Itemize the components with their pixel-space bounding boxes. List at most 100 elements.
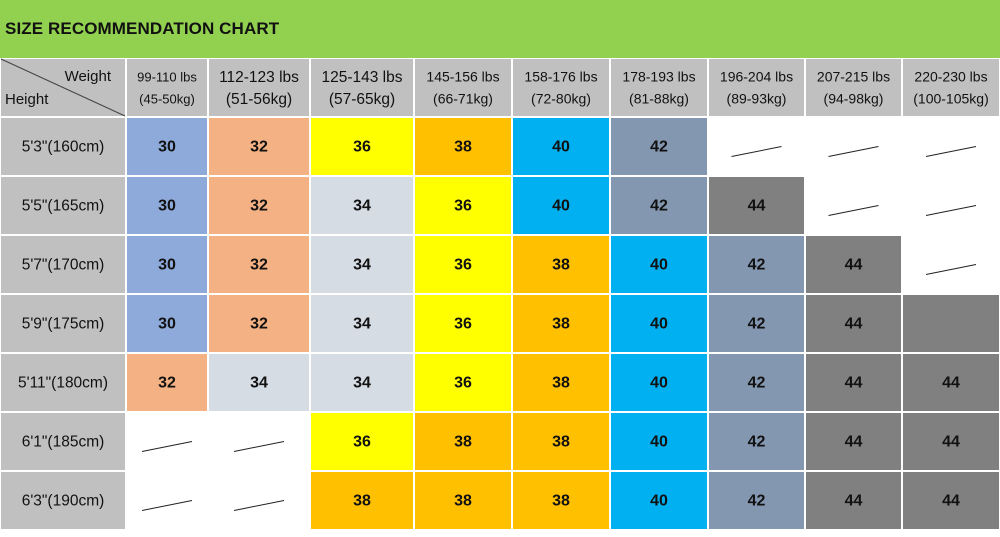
size-cell	[806, 472, 901, 529]
size-cell	[903, 354, 999, 411]
size-value: 40	[650, 316, 668, 333]
size-value: 44	[942, 434, 960, 451]
size-cell	[903, 472, 999, 529]
column-header	[806, 59, 901, 116]
empty-cell	[903, 236, 999, 293]
column-header-kg: (89-93kg)	[727, 91, 787, 107]
column-header	[709, 59, 804, 116]
size-cell	[806, 295, 901, 352]
size-cell	[709, 413, 804, 470]
size-cell	[903, 295, 999, 352]
size-value: 44	[845, 375, 863, 392]
row-header-label: 5'3"(160cm)	[22, 139, 105, 156]
size-value: 42	[650, 198, 668, 215]
column-header-kg: (72-80kg)	[531, 91, 591, 107]
size-value: 40	[650, 375, 668, 392]
column-header-lbs: 125-143 lbs	[321, 69, 402, 86]
empty-cell	[127, 472, 207, 529]
size-value: 38	[454, 493, 472, 510]
size-cell	[513, 177, 609, 234]
size-value: 36	[454, 198, 472, 215]
size-cell	[127, 236, 207, 293]
column-header-lbs: 99-110 lbs	[137, 69, 197, 84]
column-header	[611, 59, 707, 116]
size-value: 38	[552, 316, 570, 333]
size-cell	[513, 118, 609, 175]
size-cell	[311, 413, 413, 470]
size-value: 40	[650, 257, 668, 274]
size-cell	[311, 177, 413, 234]
column-header-kg: (45-50kg)	[139, 91, 195, 106]
size-value: 38	[552, 434, 570, 451]
column-header-kg: (81-88kg)	[629, 91, 689, 107]
size-cell	[127, 354, 207, 411]
row-header-label: 6'1"(185cm)	[22, 434, 105, 451]
column-header	[903, 59, 999, 116]
size-value: 44	[845, 316, 863, 333]
size-value: 34	[353, 257, 371, 274]
row-header	[1, 413, 125, 470]
column-header	[311, 59, 413, 116]
size-value: 42	[748, 434, 766, 451]
size-cell	[709, 354, 804, 411]
size-value: 40	[650, 434, 668, 451]
row-header	[1, 354, 125, 411]
size-value: 30	[158, 198, 176, 215]
size-cell	[903, 413, 999, 470]
empty-cell	[209, 472, 309, 529]
column-header-kg: (94-98kg)	[824, 91, 884, 107]
size-value: 44	[748, 198, 766, 215]
size-cell	[209, 236, 309, 293]
row-header-label: 6'3"(190cm)	[22, 493, 105, 510]
column-header-lbs: 158-176 lbs	[524, 69, 597, 85]
size-value: 42	[650, 139, 668, 156]
row-header	[1, 295, 125, 352]
size-value: 36	[454, 257, 472, 274]
size-cell	[611, 236, 707, 293]
size-cell	[611, 177, 707, 234]
size-value: 34	[353, 316, 371, 333]
size-cell	[415, 413, 511, 470]
size-cell	[127, 295, 207, 352]
size-value: 40	[552, 139, 570, 156]
row-header-label: 5'11"(180cm)	[18, 375, 108, 392]
size-value: 44	[845, 257, 863, 274]
size-cell	[311, 118, 413, 175]
size-value: 34	[353, 198, 371, 215]
size-cell	[311, 236, 413, 293]
size-cell	[611, 295, 707, 352]
size-cell	[513, 295, 609, 352]
empty-cell	[209, 413, 309, 470]
column-header-lbs: 207-215 lbs	[817, 69, 890, 85]
column-header-lbs: 220-230 lbs	[914, 69, 987, 85]
size-cell	[513, 413, 609, 470]
size-cell	[709, 236, 804, 293]
size-cell	[709, 472, 804, 529]
empty-cell	[709, 118, 804, 175]
empty-cell	[903, 118, 999, 175]
column-header	[209, 59, 309, 116]
size-value: 38	[552, 493, 570, 510]
size-value: 32	[250, 316, 268, 333]
size-cell	[127, 177, 207, 234]
row-header-label: 5'9"(175cm)	[22, 316, 105, 333]
size-value: 32	[250, 257, 268, 274]
empty-dash-mark	[925, 146, 977, 157]
empty-dash-mark	[828, 205, 879, 216]
size-cell	[415, 472, 511, 529]
size-cell	[611, 354, 707, 411]
column-header-lbs: 112-123 lbs	[219, 69, 299, 86]
empty-dash-mark	[925, 205, 977, 216]
empty-cell	[127, 413, 207, 470]
size-value: 30	[158, 139, 176, 156]
size-cell	[513, 472, 609, 529]
size-cell	[311, 354, 413, 411]
size-value: 42	[748, 493, 766, 510]
row-header	[1, 118, 125, 175]
size-cell	[415, 295, 511, 352]
size-value: 36	[454, 375, 472, 392]
size-value: 34	[250, 375, 268, 392]
size-value: 36	[353, 139, 371, 156]
empty-dash-mark	[141, 500, 193, 511]
